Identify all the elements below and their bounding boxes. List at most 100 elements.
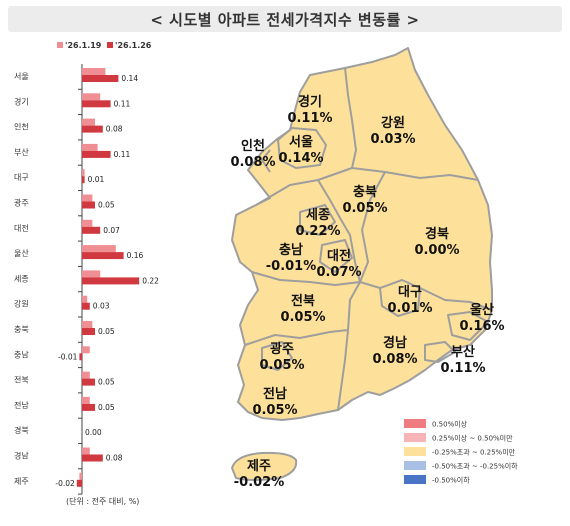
data-label: 0.05 [98,201,115,210]
bar-this-week [82,176,85,184]
region-value: 0.03% [370,132,415,147]
category-label: 경북 [14,425,29,435]
map-legend-label: -0.50%초과 ~ -0.25%이하 [432,462,518,471]
region-name: 인천 [241,138,265,154]
region-value: -0.01% [266,259,317,274]
legend-swatch [107,42,113,48]
region-value: 0.05% [342,201,387,216]
bar-prev-week [82,68,106,75]
map-legend-label: -0.25%초과 ~ 0.25%미만 [432,448,516,457]
region-name: 제주 [247,459,271,474]
map-legend-swatch [404,447,426,456]
category-label: 광주 [14,198,29,208]
bar-this-week [82,100,111,108]
map-legend-swatch [404,419,426,428]
bar-this-week [82,150,111,158]
region-name: 세종 [306,208,330,223]
region-name: 경북 [425,226,449,242]
korea-map: 경기0.11% 강원0.03%인천0.08%서울0.14%충북0.05%세종0.2… [230,47,518,490]
data-label: 0.11 [114,150,131,159]
category-label: 강원 [14,299,29,309]
bar-this-week [82,226,101,234]
category-label: 부산 [14,147,29,157]
category-label: 대구 [14,173,29,182]
data-label: 0.14 [121,74,138,83]
bar-prev-week [82,219,93,227]
region-name: 울산 [470,302,494,318]
bar-prev-week [82,295,88,303]
map-legend-swatch [404,461,426,470]
bar-prev-week [79,472,82,480]
category-label: 경기 [14,96,29,106]
bar-prev-week [82,93,101,101]
category-label: 울산 [14,248,29,258]
bar-this-week [79,353,82,361]
data-label: 0.05 [98,378,115,387]
data-label: 0.11 [114,99,131,108]
data-label: 0.08 [106,125,123,134]
region-value: 0.08% [230,155,275,170]
bar-this-week [82,454,103,462]
bar-this-week [82,302,90,310]
region-name: 강원 [381,115,405,131]
bar-prev-week [82,169,85,177]
data-label: 0.03 [93,302,110,311]
region-value: 0.11% [287,111,332,126]
bar-prev-week [82,371,90,379]
region-name: 서울 [289,134,313,150]
region-value: 0.11% [440,361,485,376]
bar-this-week [82,125,103,133]
map-legend-label: 0.25%이상 ~ 0.50%미만 [432,434,513,443]
map-legend-swatch [404,475,426,484]
category-label: 충북 [14,325,29,334]
bar-this-week [82,252,124,260]
bar-prev-week [82,396,90,404]
bar-prev-week [82,447,90,455]
legend-label: '26.1.26 [115,41,152,50]
region-name: 부산 [451,344,475,360]
bar-prev-week [82,346,90,354]
region-name: 충북 [353,184,377,200]
map-legend-label: -0.50%이하 [432,476,470,485]
region-name: 대전 [327,248,351,264]
bar-this-week [82,328,95,335]
region-value: 0.07% [316,265,361,280]
category-label: 충남 [14,350,29,359]
region-value: 0.08% [372,352,417,367]
bar-this-week [76,479,82,487]
category-label: 대전 [14,223,29,233]
region-value: 0.22% [295,224,340,239]
data-label: 0.00 [85,428,102,437]
map-borders [244,67,493,411]
bar-prev-week [82,321,93,328]
jeju-island [231,451,298,481]
region-value: -0.02% [234,475,285,490]
region-name: 전남 [263,386,287,402]
data-label: -0.02 [55,479,75,488]
category-label: 서울 [14,72,29,81]
bar-chart: '26.1.19 '26.1.26 서울 0.14 경기 0.11 인천 0.08 부산 0.1… [14,41,159,495]
category-label: 세종 [14,274,29,283]
title-bar: < 시도별 아파트 전세가격지수 변동률 > [8,6,562,32]
bar-prev-week [82,194,93,202]
bar-this-week [82,201,95,209]
region-value: 0.14% [278,151,323,166]
region-value: 0.05% [259,358,304,373]
page-title: < 시도별 아파트 전세가격지수 변동률 > [150,10,420,29]
unit-note: (단위 : 전주 대비, %) [66,497,140,506]
region-name: 경남 [383,335,407,351]
category-label: 전북 [14,375,29,385]
bar-prev-week [82,143,98,151]
category-label: 인천 [14,122,29,132]
data-label: 0.16 [127,251,144,260]
region-value: 0.00% [414,243,459,258]
legend-label: '26.1.19 [65,41,102,50]
category-label: 전남 [14,400,29,410]
region-name: 대구 [398,285,422,300]
category-label: 경남 [14,451,29,461]
bar-this-week [82,378,95,386]
data-label: 0.05 [98,327,115,336]
bar-this-week [82,403,95,411]
region-value: 0.16% [459,319,504,334]
